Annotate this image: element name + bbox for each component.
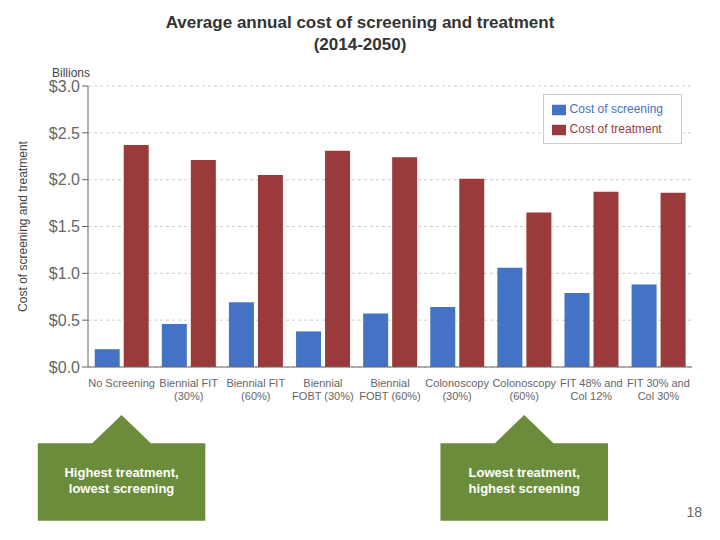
svg-text:$0.0: $0.0 — [49, 359, 80, 376]
svg-text:Cost of screening and treatmen: Cost of screening and treatment — [16, 140, 30, 311]
html-text:Average annual cost of screeni: Average annual cost of screening and tre… — [165, 13, 555, 54]
svg-text:Biennial FIT(60%): Biennial FIT(60%) — [226, 377, 285, 402]
svg-text:Biennial FIT(30%): Biennial FIT(30%) — [159, 377, 218, 402]
svg-text:Lowest treatment,highest scree: Lowest treatment,highest screening — [469, 465, 580, 496]
svg-text:No Screening: No Screening — [88, 377, 155, 389]
svg-text:BiennialFOBT (30%): BiennialFOBT (30%) — [292, 377, 354, 402]
svg-text:$0.5: $0.5 — [49, 312, 80, 329]
html-text:18: 18 — [686, 504, 702, 520]
svg-text:$2.0: $2.0 — [49, 171, 80, 188]
svg-text:$1.0: $1.0 — [49, 265, 80, 282]
svg-text:$1.5: $1.5 — [49, 218, 80, 235]
svg-text:Colonoscopy(60%): Colonoscopy(60%) — [492, 377, 556, 402]
svg-text:$3.0: $3.0 — [49, 78, 80, 95]
svg-text:FIT 48% andCol 12%: FIT 48% andCol 12% — [560, 377, 623, 402]
html-text:Billions: Billions — [52, 66, 90, 80]
svg-text:Colonoscopy(30%): Colonoscopy(30%) — [425, 377, 489, 402]
html-text:Cost of treatment: Cost of treatment — [569, 122, 662, 136]
svg-text:BiennialFOBT (60%): BiennialFOBT (60%) — [359, 377, 421, 402]
svg-text:$2.5: $2.5 — [49, 125, 80, 142]
svg-text:FIT 30% andCol 30%: FIT 30% andCol 30% — [627, 377, 690, 402]
svg-text:Highest treatment,lowest scree: Highest treatment,lowest screening — [64, 465, 178, 496]
html-text:Cost of screening: Cost of screening — [569, 102, 663, 116]
